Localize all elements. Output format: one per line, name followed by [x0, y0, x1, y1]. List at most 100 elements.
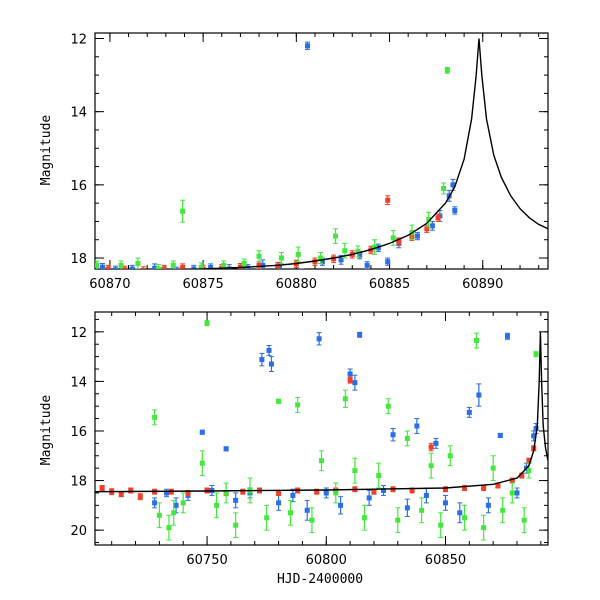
data-point [204, 320, 210, 326]
data-point [372, 244, 378, 250]
data-point [276, 398, 282, 404]
data-point [409, 487, 415, 493]
data-point [338, 257, 344, 263]
y-tick-label: 18 [70, 475, 87, 490]
data-point [521, 517, 527, 523]
data-point [333, 490, 339, 496]
data-point [462, 515, 468, 521]
x-tick-label: 60800 [306, 553, 347, 568]
data-point [364, 262, 370, 268]
data-point [338, 502, 344, 508]
data-point [342, 396, 348, 402]
data-point [319, 458, 324, 464]
data-point [137, 494, 143, 500]
x-tick-label: 60875 [182, 277, 223, 292]
data-point [256, 253, 262, 259]
data-point [481, 525, 487, 531]
data-point [526, 468, 532, 474]
data-point [504, 333, 510, 339]
data-point [390, 432, 396, 438]
bottom-x-axis-label: HJD-2400000 [277, 572, 363, 587]
data-point [357, 252, 363, 258]
data-point [361, 515, 367, 521]
data-point [129, 266, 135, 269]
x-tick-label: 60870 [89, 277, 130, 292]
data-point [447, 453, 453, 459]
data-point [155, 266, 161, 269]
x-tick-label: 60890 [462, 277, 503, 292]
series-2 [105, 195, 441, 269]
data-point [473, 338, 479, 344]
top-y-axis-label: Magnitude [39, 115, 54, 186]
y-tick-label: 16 [70, 179, 87, 194]
data-point [223, 490, 229, 496]
data-point [429, 223, 435, 229]
data-point [466, 409, 472, 415]
data-point [199, 460, 205, 466]
data-point [531, 433, 537, 439]
data-point [309, 517, 315, 523]
data-point [414, 423, 420, 429]
series-3 [95, 66, 450, 269]
data-point [174, 268, 180, 269]
data-point [490, 465, 496, 471]
data-point [442, 486, 448, 492]
data-point [352, 468, 358, 474]
x-tick-label: 60885 [369, 277, 410, 292]
data-point [276, 500, 282, 506]
data-point [240, 489, 246, 495]
data-point [105, 266, 111, 269]
data-point [161, 266, 167, 269]
data-point [295, 402, 301, 408]
data-point [288, 510, 294, 516]
data-point [316, 336, 322, 342]
data-point [426, 217, 432, 223]
data-point [304, 507, 310, 513]
data-point [170, 262, 176, 268]
data-point [452, 207, 458, 213]
data-point [331, 256, 337, 262]
data-point [299, 270, 304, 275]
data-point [135, 261, 141, 267]
data-point [495, 483, 501, 489]
data-point [450, 182, 456, 188]
data-point [152, 414, 158, 420]
data-point [233, 497, 239, 503]
data-point [396, 239, 402, 245]
data-point [191, 266, 197, 269]
data-point [241, 261, 247, 267]
data-point [395, 517, 401, 523]
data-point [366, 495, 372, 501]
data-point [99, 264, 105, 269]
data-point [266, 347, 272, 353]
data-point [433, 440, 439, 446]
y-tick-label: 14 [70, 375, 87, 390]
data-point [509, 490, 515, 496]
y-tick-label: 16 [70, 425, 87, 440]
data-point [481, 485, 487, 491]
x-tick-label: 60750 [186, 553, 227, 568]
data-point [122, 267, 128, 269]
data-point [385, 403, 391, 409]
data-point [171, 510, 177, 516]
plot-frame [94, 311, 549, 546]
data-point [424, 226, 430, 232]
x-tick-label: 60880 [276, 277, 317, 292]
data-point [404, 435, 410, 441]
series-1 [99, 41, 458, 275]
data-point [332, 233, 338, 239]
data-point [380, 487, 386, 493]
data-point [152, 500, 158, 506]
data-point [371, 489, 377, 495]
data-point [259, 357, 265, 363]
data-point [404, 505, 410, 511]
data-point [342, 248, 348, 254]
data-point [214, 502, 220, 508]
data-point [156, 512, 162, 518]
data-point [435, 215, 441, 221]
data-point [140, 267, 146, 269]
data-point [198, 264, 204, 269]
y-tick-label: 12 [70, 32, 87, 47]
data-point [95, 262, 100, 268]
data-point [355, 248, 361, 254]
